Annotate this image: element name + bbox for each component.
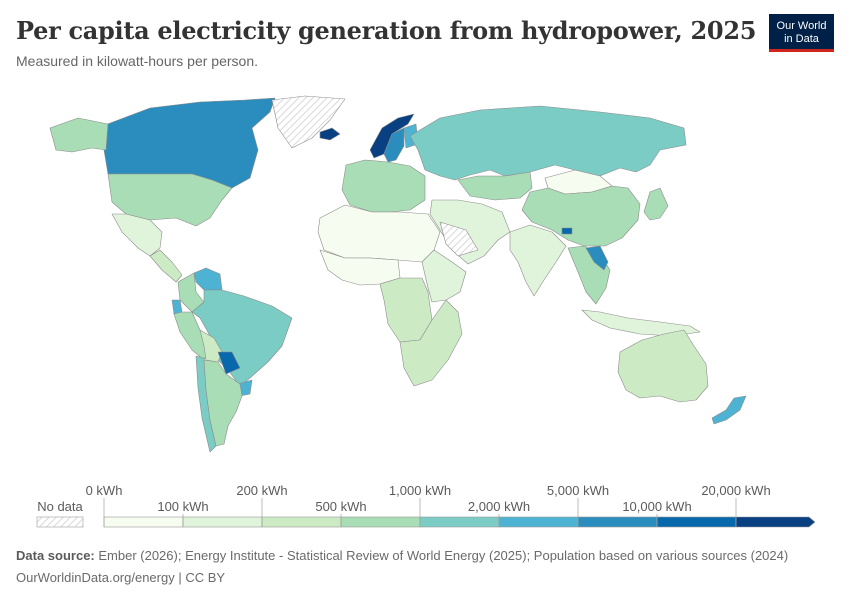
legend-tick-label-5: 2,000 kWh — [468, 499, 530, 514]
legend-tick-label-6: 5,000 kWh — [547, 483, 609, 498]
legend-bin-2 — [261, 516, 342, 528]
data-source-label: Data source: — [16, 548, 95, 563]
country-southern-africa[interactable] — [399, 299, 463, 387]
country-china[interactable] — [521, 185, 641, 247]
legend-bin-8 — [735, 516, 816, 528]
country-central-america[interactable] — [149, 249, 183, 283]
legend-bin-5 — [498, 516, 579, 528]
legend-bin-3 — [340, 516, 421, 528]
country-mexico[interactable] — [111, 213, 163, 257]
legend-tick-label-4: 1,000 kWh — [389, 483, 451, 498]
country-greenland[interactable] — [271, 95, 346, 149]
country-middle-east[interactable] — [429, 199, 511, 265]
legend-tick-label-7: 10,000 kWh — [622, 499, 691, 514]
country-russia[interactable] — [409, 105, 687, 181]
legend-no-data-swatch — [36, 516, 84, 528]
country-central-africa[interactable] — [379, 277, 433, 343]
legend-no-data-label: No data — [37, 499, 83, 514]
country-new-zealand[interactable] — [711, 395, 747, 425]
country-sahara-no-data[interactable] — [439, 221, 479, 257]
country-laos[interactable] — [585, 245, 609, 271]
country-western-europe[interactable] — [341, 159, 426, 213]
owid-logo[interactable]: Our World in Data — [769, 14, 834, 52]
legend-tick-label-2: 200 kWh — [236, 483, 287, 498]
country-paraguay[interactable] — [217, 351, 241, 375]
country-alaska[interactable] — [49, 117, 109, 153]
country-indonesia[interactable] — [581, 309, 701, 337]
legend-tick-label-8: 20,000 kWh — [701, 483, 770, 498]
data-source-text: Ember (2026); Energy Institute - Statist… — [94, 548, 789, 563]
legend-bin-0 — [103, 516, 184, 528]
legend-bin-4 — [419, 516, 500, 528]
country-north-africa[interactable] — [317, 204, 441, 263]
country-india[interactable] — [509, 224, 567, 297]
country-norway[interactable] — [369, 113, 415, 159]
chart-title: Per capita electricity generation from h… — [16, 16, 757, 45]
country-east-africa[interactable] — [421, 249, 467, 303]
country-kazakhstan[interactable] — [457, 171, 533, 201]
legend-tick-label-1: 100 kWh — [157, 499, 208, 514]
country-argentina[interactable] — [203, 359, 243, 447]
legend-tick-label-3: 500 kWh — [315, 499, 366, 514]
logo-line-2: in Data — [784, 33, 819, 45]
chart-subtitle: Measured in kilowatt-hours per person. — [16, 53, 259, 69]
country-nepal-bhutan[interactable] — [561, 227, 573, 235]
country-iceland[interactable] — [319, 127, 341, 141]
country-ecuador[interactable] — [171, 299, 183, 315]
country-japan[interactable] — [643, 187, 669, 221]
logo-line-1: Our World — [776, 20, 827, 32]
source-url[interactable]: OurWorldinData.org/energy | CC BY — [16, 570, 226, 585]
data-source: Data source: Ember (2026); Energy Instit… — [16, 548, 788, 563]
country-venezuela[interactable] — [193, 267, 223, 291]
country-australia[interactable] — [617, 329, 709, 403]
world-map[interactable] — [0, 85, 850, 475]
legend-bin-6 — [577, 516, 658, 528]
legend-bin-1 — [182, 516, 263, 528]
legend-tick-label-0: 0 kWh — [86, 483, 123, 498]
legend-bin-7 — [656, 516, 737, 528]
